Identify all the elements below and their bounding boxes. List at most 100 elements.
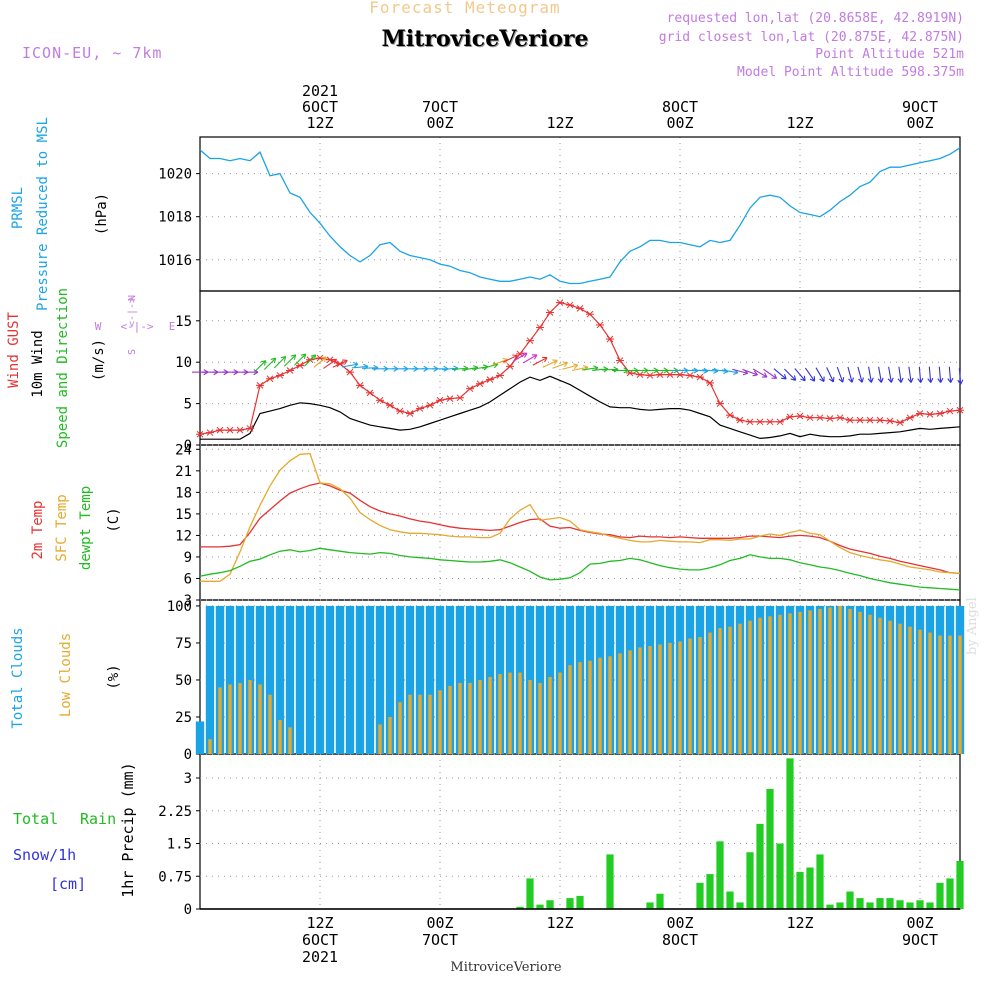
wind-arrow	[947, 366, 954, 383]
wind-arrow	[917, 366, 924, 383]
bar-low-clouds	[718, 628, 722, 754]
time-label-top: 12Z	[546, 114, 573, 132]
bar-precip	[656, 893, 664, 909]
wind-arrow	[907, 366, 914, 383]
bar-low-clouds	[218, 687, 222, 754]
gust-marker	[826, 415, 834, 422]
bar-total-clouds	[235, 605, 245, 754]
bar-low-clouds	[548, 677, 552, 754]
bar-low-clouds	[538, 682, 542, 754]
bar-total-clouds	[315, 605, 325, 754]
time-label-top: 12Z	[306, 114, 333, 132]
wind-arrow	[783, 368, 797, 381]
bar-low-clouds	[518, 672, 522, 754]
y-tick-label: 1.5	[167, 837, 192, 853]
gust-marker	[656, 371, 664, 378]
y-axis-label: SFC Temp	[54, 494, 70, 561]
y-tick-label: 50	[175, 673, 192, 689]
bar-low-clouds	[668, 642, 672, 754]
y-axis-label: 2m Temp	[30, 500, 46, 559]
wind-arrow	[847, 366, 854, 383]
bar-total-clouds	[255, 605, 265, 754]
bar-total-clouds	[195, 721, 205, 754]
gust-marker	[776, 418, 784, 426]
bar-total-clouds	[295, 605, 305, 754]
bar-precip	[846, 891, 854, 909]
y-axis-label: Speed and Direction	[55, 288, 71, 448]
wind-arrow	[763, 368, 778, 379]
bar-low-clouds	[398, 702, 402, 754]
gust-marker	[696, 373, 704, 381]
gust-marker	[276, 372, 284, 379]
wind-arrow	[342, 361, 359, 368]
gust-marker	[616, 357, 624, 364]
bar-precip	[806, 867, 814, 909]
wind-arrow	[867, 366, 874, 383]
bar-total-clouds	[355, 605, 365, 754]
y-axis-unit: (%)	[106, 664, 122, 689]
gust-marker	[866, 416, 874, 424]
compass-n: N	[127, 295, 138, 301]
bar-precip	[946, 878, 954, 909]
y-tick-label: 1018	[158, 210, 192, 226]
compass-we-line: <-|->	[120, 320, 153, 333]
chart-supertitle: Forecast Meteogram	[369, 0, 561, 17]
wind-arrow	[937, 366, 944, 383]
bar-low-clouds	[758, 617, 762, 754]
y-tick-label: 1016	[158, 253, 192, 269]
time-label-bottom: 12Z	[306, 914, 333, 932]
wind-arrow	[836, 366, 845, 383]
bar-low-clouds	[858, 611, 862, 754]
signature: by Angel	[965, 597, 980, 655]
bar-low-clouds	[868, 614, 872, 754]
gust-marker	[266, 375, 274, 383]
wind-arrow	[552, 361, 568, 369]
gust-marker	[346, 368, 354, 376]
requested-coords: requested lon,lat (20.8658E, 42.8919N)	[666, 11, 964, 26]
bar-precip	[696, 882, 704, 909]
bar-low-clouds	[498, 674, 502, 754]
y-tick-label: 75	[175, 636, 192, 652]
y-axis-unit: (m/s)	[91, 339, 107, 381]
bar-precip	[516, 906, 524, 909]
bar-low-clouds	[528, 679, 532, 754]
wind-arrow	[283, 354, 297, 367]
gust-marker	[466, 385, 474, 393]
y-tick-label: 10	[175, 355, 192, 371]
bar-low-clouds	[208, 739, 212, 754]
wind-arrow	[303, 354, 317, 367]
bar-low-clouds	[508, 672, 512, 754]
bar-total-clouds	[205, 605, 215, 754]
y-axis-label: dewpt Temp	[78, 486, 94, 570]
gust-marker	[846, 416, 854, 424]
gust-marker	[256, 382, 264, 389]
gust-marker	[396, 407, 404, 415]
y-tick-label: 18	[175, 485, 192, 501]
bar-low-clouds	[908, 626, 912, 754]
wind-arrow	[562, 363, 579, 370]
bar-precip	[746, 852, 754, 909]
bar-low-clouds	[288, 727, 292, 754]
panel-frame	[199, 290, 961, 446]
bar-total-clouds	[455, 605, 465, 754]
bar-total-clouds	[265, 605, 275, 754]
bar-low-clouds	[268, 694, 272, 754]
bar-low-clouds	[798, 611, 802, 754]
gust-marker	[606, 335, 614, 343]
gust-marker	[296, 362, 304, 369]
bar-precip	[606, 854, 614, 909]
y-axis-label: Total Clouds	[10, 627, 26, 728]
gust-marker	[916, 410, 924, 417]
time-label-top: 8OCT	[662, 98, 698, 116]
panel-precip	[199, 753, 961, 910]
bar-low-clouds	[648, 645, 652, 754]
bar-precip	[756, 823, 764, 909]
closest-coords: grid closest lon,lat (20.875E, 42.875N)	[658, 30, 964, 45]
wind-arrow	[293, 353, 307, 366]
bar-precip	[886, 898, 894, 909]
bar-total-clouds	[395, 605, 405, 754]
bar-low-clouds	[738, 623, 742, 754]
bar-total-clouds	[405, 605, 415, 754]
bar-precip	[896, 900, 904, 909]
bar-low-clouds	[768, 616, 772, 754]
